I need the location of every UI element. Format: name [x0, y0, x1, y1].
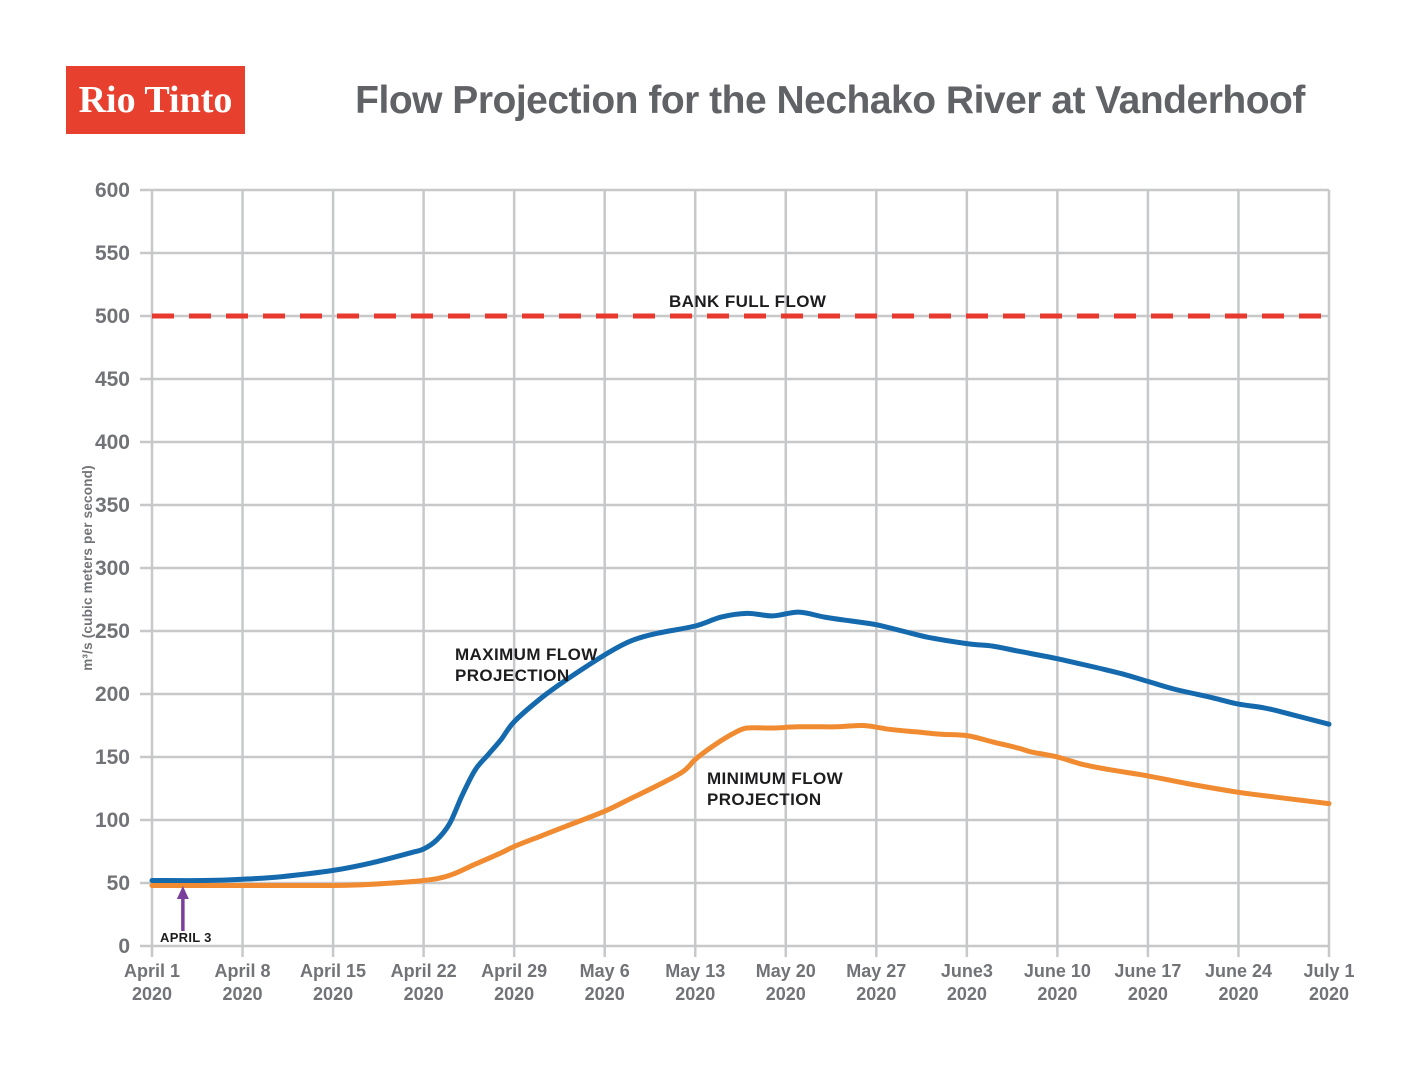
x-tick-label-date: April 1	[124, 961, 180, 981]
x-tick-label-year: 2020	[494, 984, 534, 1004]
max-flow-label: MAXIMUM FLOW PROJECTION	[455, 645, 598, 685]
y-tick-label: 50	[107, 872, 130, 895]
y-tick-label: 550	[95, 242, 130, 265]
x-tick-label-date: April 29	[481, 961, 547, 981]
max-flow-label-line: MAXIMUM FLOW	[455, 645, 598, 664]
y-tick-label: 350	[95, 494, 130, 517]
april-3-label: APRIL 3	[160, 930, 212, 945]
x-tick-label-year: 2020	[404, 984, 444, 1004]
logo-text: Rio Tinto	[78, 79, 233, 121]
x-tick-label-year: 2020	[856, 984, 896, 1004]
x-tick-label-date: June3	[941, 961, 993, 981]
x-tick-label-date: April 15	[300, 961, 366, 981]
y-tick-labels: 0 50 100 150 200 250 300 350 400 450 500 550 600	[95, 179, 130, 958]
min-flow-label-line: MINIMUM FLOW	[707, 769, 844, 788]
x-tick-label-year: 2020	[132, 984, 172, 1004]
y-tick-label: 200	[95, 683, 130, 706]
x-tick-label-date: May 6	[580, 961, 630, 981]
y-tick-label: 500	[95, 305, 130, 328]
x-tick-label-date: June 17	[1114, 961, 1181, 981]
bank-full-flow-label: BANK FULL FLOW	[669, 292, 827, 311]
x-tick-label-year: 2020	[1218, 984, 1258, 1004]
y-tick-label: 450	[95, 368, 130, 391]
x-tick-labels: April 1 2020 April 8 2020 April 15 2020 April …	[124, 961, 1355, 1004]
y-tick-label: 0	[118, 935, 130, 958]
x-tick-label-year: 2020	[766, 984, 806, 1004]
x-tick-label-year: 2020	[675, 984, 715, 1004]
max-flow-label-line: PROJECTION	[455, 666, 570, 685]
y-axis-unit-label: m³/s (cubic meters per second)	[80, 465, 95, 671]
x-tick-label-year: 2020	[1128, 984, 1168, 1004]
x-tick-label-date: June 10	[1024, 961, 1091, 981]
page-title: Flow Projection for the Nechako River at…	[355, 79, 1305, 122]
x-tick-label-date: May 20	[756, 961, 816, 981]
min-flow-label: MINIMUM FLOW PROJECTION	[707, 769, 844, 809]
x-tick-label-date: May 27	[846, 961, 906, 981]
rio-tinto-logo: Rio Tinto	[66, 66, 245, 134]
y-tick-label: 100	[95, 809, 130, 832]
y-tick-label: 250	[95, 620, 130, 643]
x-tick-label-year: 2020	[947, 984, 987, 1004]
max-flow-line	[149, 609, 1332, 884]
y-tick-label: 400	[95, 431, 130, 454]
x-tick-label-year: 2020	[1037, 984, 1077, 1004]
min-flow-line	[149, 722, 1332, 889]
april-3-annotation: APRIL 3	[160, 886, 212, 945]
x-tick-label-date: June 24	[1205, 961, 1272, 981]
min-flow-label-line: PROJECTION	[707, 790, 822, 809]
x-tick-label-year: 2020	[313, 984, 353, 1004]
y-tick-label: 150	[95, 746, 130, 769]
x-tick-label-year: 2020	[1309, 984, 1349, 1004]
x-tick-label-date: May 13	[665, 961, 725, 981]
y-tick-label: 600	[95, 179, 130, 202]
y-tick-label: 300	[95, 557, 130, 580]
x-tick-label-year: 2020	[223, 984, 263, 1004]
x-tick-label-date: July 1	[1303, 961, 1354, 981]
x-tick-label-date: April 22	[391, 961, 457, 981]
april-3-arrow-head	[176, 886, 189, 899]
x-tick-label-date: April 8	[215, 961, 271, 981]
x-tick-label-year: 2020	[585, 984, 625, 1004]
